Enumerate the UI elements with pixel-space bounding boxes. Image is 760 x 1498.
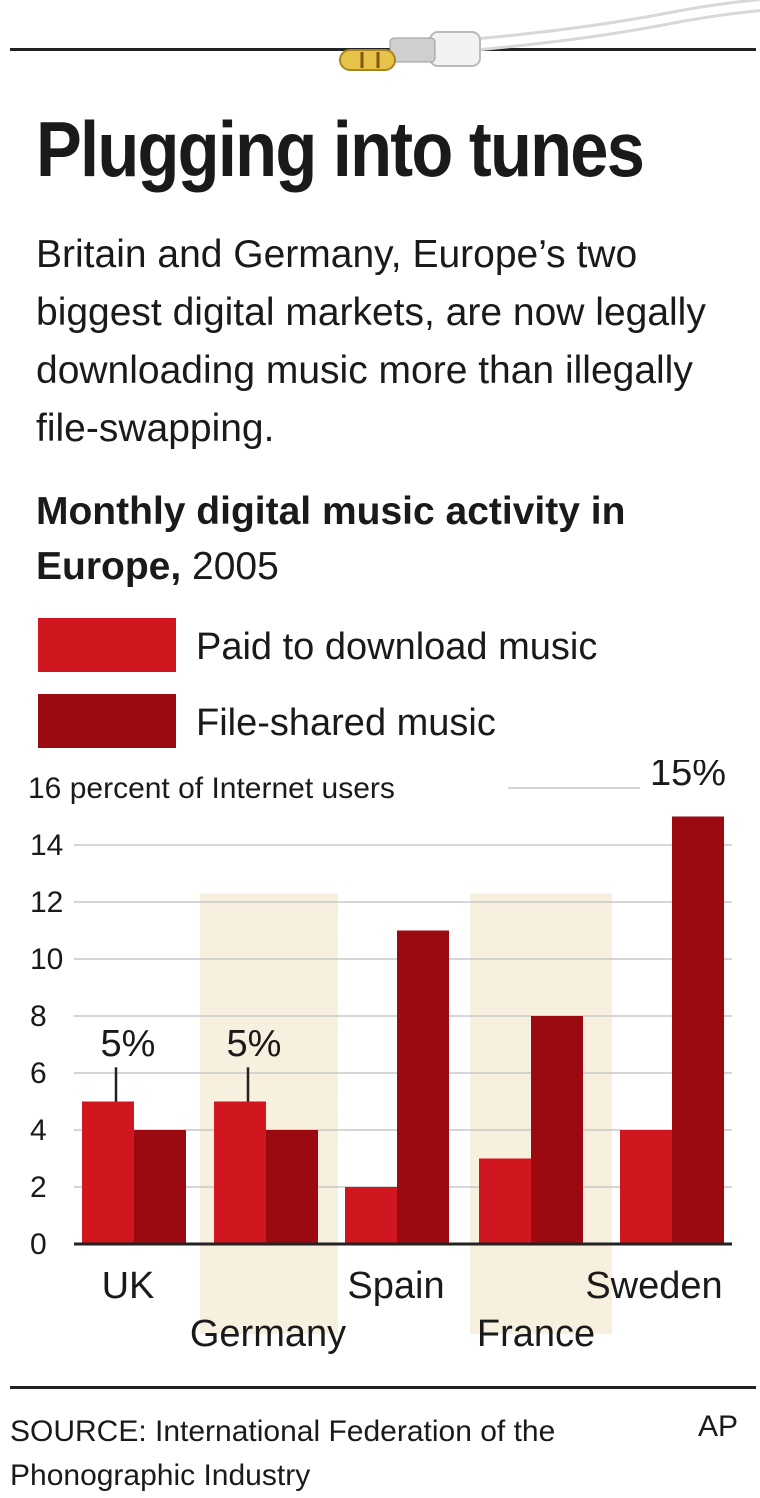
annotation-label: 5% [101, 1023, 156, 1065]
bar-spain-shared [397, 930, 449, 1244]
y-tick-label: 12 [30, 886, 63, 919]
y-tick-label: 0 [30, 1228, 47, 1261]
legend-label-shared: File-shared music [196, 702, 496, 744]
legend-label-paid: Paid to download music [196, 626, 598, 668]
source-note: SOURCE: International Federation of the … [10, 1415, 556, 1492]
bar-spain-paid [345, 1187, 397, 1244]
chart-title-year: 2005 [181, 545, 279, 588]
chart-title: Monthly digital music activity in Europe… [36, 484, 756, 594]
bar-uk-paid [82, 1101, 134, 1244]
headphone-plug-icon [339, 0, 760, 71]
y-tick-label: 8 [30, 1000, 47, 1033]
category-label-sweden: Sweden [585, 1265, 722, 1307]
subhead: Britain and Germany, Europe’s two bigges… [36, 233, 706, 450]
bar-france-paid [479, 1158, 531, 1244]
legend-swatch-paid [38, 618, 176, 672]
annotation-label: 15% [650, 760, 726, 794]
annotation-label: 5% [227, 1023, 282, 1065]
bottom-rule [10, 1386, 756, 1389]
legend-swatch-shared [38, 694, 176, 748]
y-tick-label: 14 [30, 829, 63, 862]
credit: AP [698, 1410, 739, 1443]
category-label-germany: Germany [190, 1313, 346, 1355]
bar-chart: 0 2 4 6 8 10 12 14 16 percent of Internet users U… [28, 760, 732, 1355]
category-label-spain: Spain [347, 1265, 444, 1307]
bar-germany-shared [266, 1130, 318, 1244]
y-tick-label: 2 [30, 1171, 47, 1204]
bar-uk-shared [134, 1130, 186, 1244]
bar-france-shared [531, 1016, 583, 1244]
category-label-uk: UK [102, 1265, 155, 1307]
y-tick-label: 10 [30, 943, 63, 976]
headline: Plugging into tunes [36, 105, 645, 193]
chart-title-main: Monthly digital music activity in Europe… [36, 490, 626, 588]
y-tick-label: 4 [30, 1114, 47, 1147]
y-tick-label: 16 percent of Internet users [28, 772, 395, 805]
y-tick-label: 6 [30, 1057, 47, 1090]
bar-sweden-shared [672, 816, 724, 1244]
bar-germany-paid [214, 1101, 266, 1244]
category-label-france: France [477, 1313, 595, 1355]
bar-sweden-paid [620, 1130, 672, 1244]
